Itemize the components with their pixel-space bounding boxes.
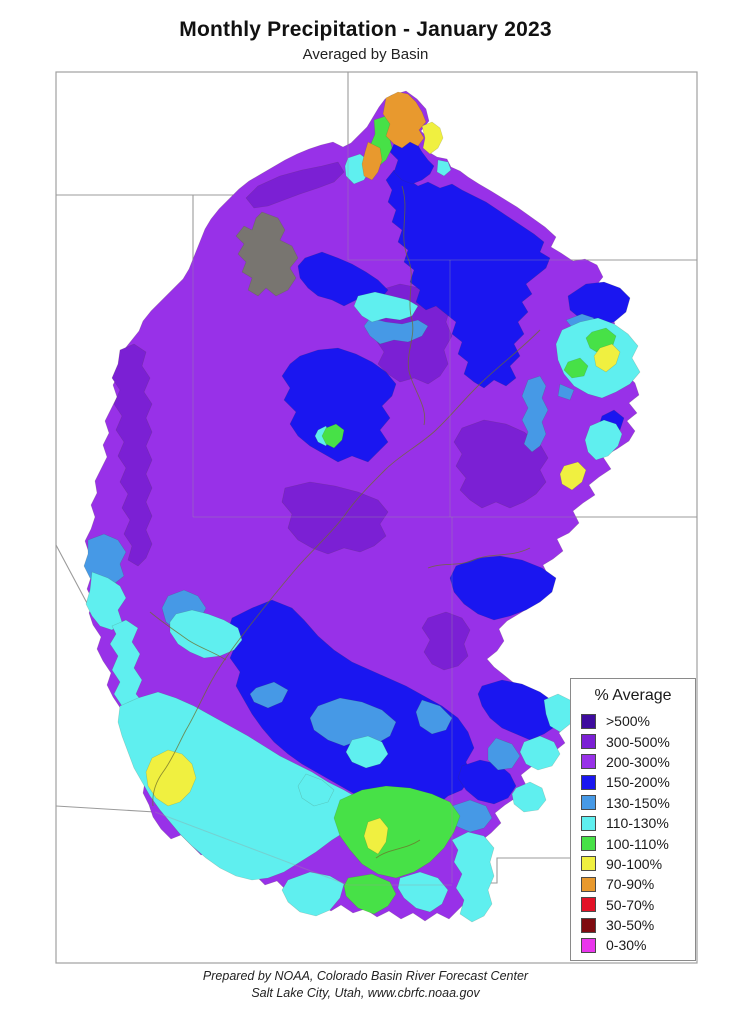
legend-color-swatch (581, 836, 596, 852)
legend-color-swatch (581, 876, 596, 892)
state-boundaries-overlay (154, 72, 697, 886)
page-title: Monthly Precipitation - January 2023 (179, 18, 552, 41)
legend-color-swatch (581, 917, 596, 933)
legend-color-swatch (581, 795, 596, 811)
basin-regions-110-130 (85, 153, 641, 923)
basin-regions-150-200 (227, 127, 631, 833)
legend-color-swatch (581, 815, 596, 831)
legend-item: >500% (571, 711, 695, 731)
legend-item: 70-90% (571, 874, 695, 894)
map-legend: % Average >500% 300-500% 200-300% 150-200% 1… (570, 678, 696, 961)
legend-item: 110-130% (571, 813, 695, 833)
legend-item-label: 90-100% (606, 855, 663, 872)
basin-regions (83, 90, 641, 923)
legend-color-swatch (581, 713, 596, 729)
legend-color-swatch (581, 937, 596, 953)
legend-item: 130-150% (571, 793, 695, 813)
legend-item: 90-100% (571, 854, 695, 874)
legend-item-label: 100-110% (606, 835, 669, 852)
basin-region-no-data (235, 211, 299, 297)
basin-regions-70-90 (361, 91, 427, 181)
legend-item: 0-30% (571, 935, 695, 955)
basin-regions-130-150 (83, 313, 595, 833)
legend-item: 100-110% (571, 833, 695, 853)
legend-item-label: 110-130% (606, 815, 669, 832)
footer-line-2: Salt Lake City, Utah, www.cbrfc.noaa.gov (251, 986, 480, 1000)
legend-item: 50-70% (571, 895, 695, 915)
basin-regions-100-110 (321, 115, 617, 915)
legend-item-label: 50-70% (606, 896, 655, 913)
legend-item-label: 0-30% (606, 937, 647, 954)
legend-item-label: 200-300% (606, 753, 670, 770)
legend-item-label: >500% (606, 713, 650, 730)
legend-item-label: 300-500% (606, 733, 670, 750)
legend-color-swatch (581, 856, 596, 872)
footer-line-1: Prepared by NOAA, Colorado Basin River F… (202, 969, 529, 983)
legend-item-label: 70-90% (606, 876, 655, 893)
legend-item-label: 150-200% (606, 774, 670, 791)
legend-rows: >500% 300-500% 200-300% 150-200% 130-150% 110… (571, 711, 695, 956)
legend-color-swatch (581, 897, 596, 913)
legend-title: % Average (594, 687, 672, 704)
basin-regions-300-500 (111, 161, 549, 671)
legend-color-swatch (581, 734, 596, 750)
legend-item: 30-50% (571, 915, 695, 935)
basin-regions-90-100 (145, 121, 621, 855)
river-lines (149, 185, 541, 859)
legend-item: 300-500% (571, 731, 695, 751)
legend-color-swatch (581, 754, 596, 770)
page-subtitle: Averaged by Basin (302, 46, 429, 63)
legend-item-label: 130-150% (606, 794, 670, 811)
legend-item-label: 30-50% (606, 917, 655, 934)
legend-color-swatch (581, 774, 596, 790)
legend-item: 200-300% (571, 752, 695, 772)
legend-item: 150-200% (571, 772, 695, 792)
